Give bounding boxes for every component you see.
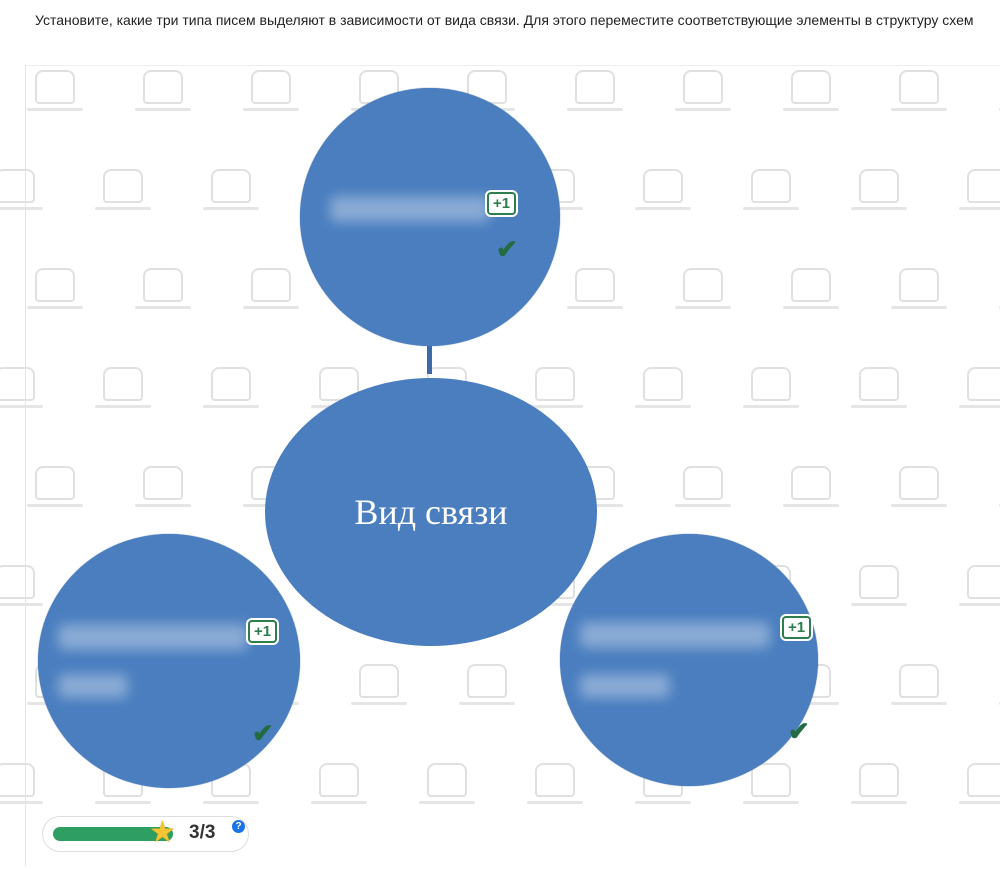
hidden-answer (58, 624, 248, 650)
question-text: Установите, какие три типа писем выделяю… (35, 12, 974, 28)
points-badge: +1 (782, 616, 812, 639)
hidden-answer (330, 196, 490, 222)
points-badge: +1 (487, 192, 517, 215)
help-icon[interactable]: ? (232, 820, 245, 833)
progress-bar (53, 827, 173, 841)
hidden-answer (580, 674, 670, 698)
hidden-answer (58, 674, 128, 698)
center-label: Вид связи (354, 492, 508, 532)
drop-zone-left[interactable]: +1 ✔ (38, 534, 300, 788)
check-icon: ✔ (252, 718, 274, 748)
check-icon: ✔ (496, 234, 518, 264)
connector-top (427, 346, 432, 374)
score-text: 3/3 (189, 822, 216, 843)
points-badge: +1 (248, 620, 278, 643)
diagram-frame (25, 65, 1000, 866)
check-icon: ✔ (788, 716, 810, 746)
star-icon: ★ (149, 816, 176, 849)
progress-fill (53, 827, 173, 841)
score-progress: ★ 3/3 ? (42, 816, 249, 852)
drop-zone-top[interactable]: +1 ✔ (300, 88, 560, 346)
hidden-answer (580, 622, 770, 648)
drop-zone-right[interactable]: +1 ✔ (560, 534, 818, 786)
center-node: Вид связи (265, 378, 597, 646)
